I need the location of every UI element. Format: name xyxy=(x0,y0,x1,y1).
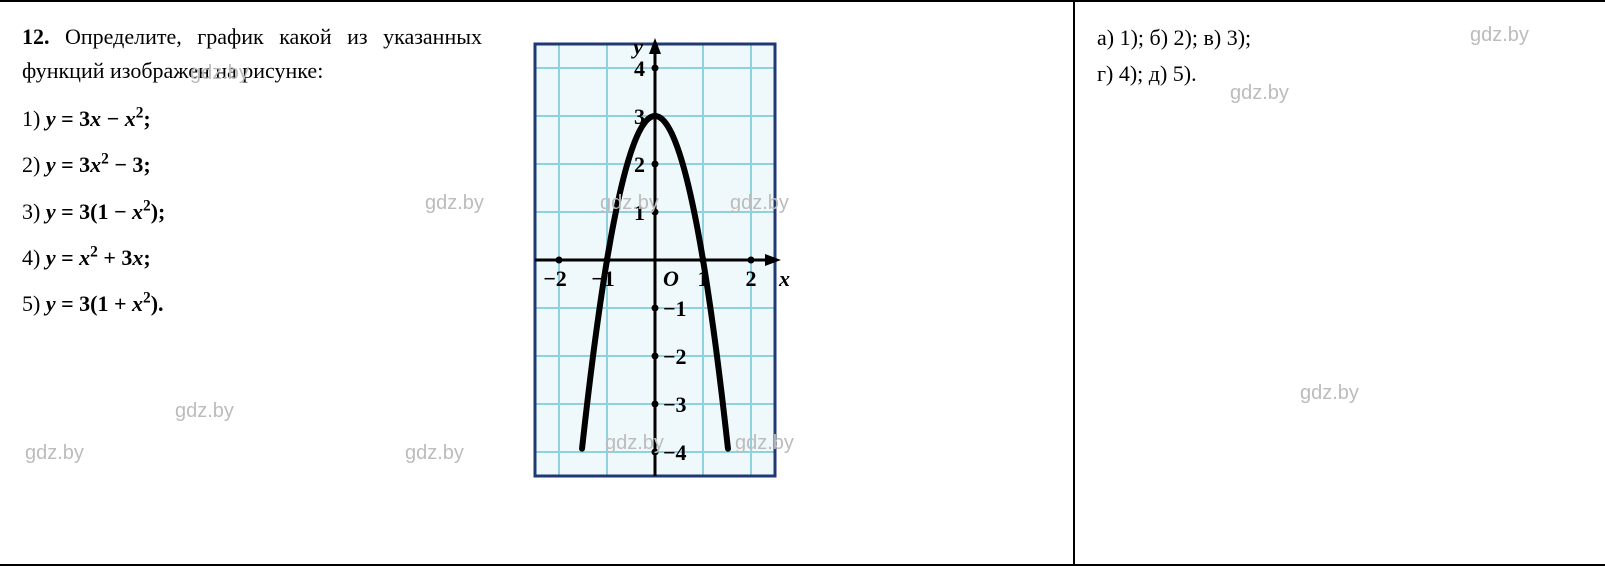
question-number: 12. xyxy=(22,24,50,49)
right-panel: а) 1); б) 2); в) 3); г) 4); д) 5). gdz.b… xyxy=(1075,2,1605,564)
watermark: gdz.by xyxy=(25,442,84,465)
svg-text:−1: −1 xyxy=(663,296,687,321)
option-4: 4) y = x2 + 3x; xyxy=(22,235,482,281)
option-1: 1) y = 3x − x2; xyxy=(22,96,482,142)
option-3: 3) y = 3(1 − x2); xyxy=(22,189,482,235)
svg-text:O: O xyxy=(663,266,679,291)
question-head: 12. Определите, график какой из указанны… xyxy=(22,20,482,88)
option-2: 2) y = 3x2 − 3; xyxy=(22,142,482,188)
svg-text:2: 2 xyxy=(746,266,757,291)
options-list: 1) y = 3x − x2;2) y = 3x2 − 3;3) y = 3(1… xyxy=(22,96,482,327)
svg-text:−2: −2 xyxy=(663,344,687,369)
svg-text:−4: −4 xyxy=(663,440,687,465)
option-5: 5) y = 3(1 + x2). xyxy=(22,281,482,327)
parabola-chart: −2−112−4−3−2−11234Oxy xyxy=(505,24,805,496)
answer-choices: а) 1); б) 2); в) 3); г) 4); д) 5). xyxy=(1097,20,1583,93)
svg-text:4: 4 xyxy=(634,56,645,81)
page-outer: 12. Определите, график какой из указанны… xyxy=(0,0,1605,566)
svg-text:2: 2 xyxy=(634,152,645,177)
chart-container: −2−112−4−3−2−11234Oxy xyxy=(505,24,905,524)
answers-line-2: г) 4); д) 5). xyxy=(1097,56,1583,92)
watermark: gdz.by xyxy=(405,442,464,465)
watermark: gdz.by xyxy=(1300,382,1359,405)
watermark: gdz.by xyxy=(175,400,234,423)
answers-line-1: а) 1); б) 2); в) 3); xyxy=(1097,20,1583,56)
svg-text:−2: −2 xyxy=(543,266,567,291)
svg-text:−3: −3 xyxy=(663,392,687,417)
question-prompt: Определите, график какой из указанных фу… xyxy=(22,24,482,83)
left-panel: 12. Определите, график какой из указанны… xyxy=(0,2,1075,564)
svg-text:x: x xyxy=(778,266,790,291)
question-block: 12. Определите, график какой из указанны… xyxy=(22,20,482,327)
svg-text:1: 1 xyxy=(634,200,645,225)
